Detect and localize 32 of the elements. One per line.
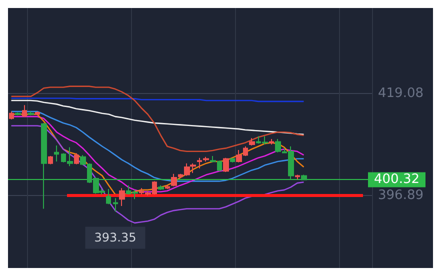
- candlestick: [171, 173, 177, 187]
- candlestick: [106, 188, 111, 205]
- candlestick: [203, 156, 209, 162]
- candlestick: [28, 111, 34, 116]
- candlestick: [48, 155, 53, 165]
- y-tick-label: 396.89: [378, 188, 424, 203]
- candlestick: [249, 138, 255, 146]
- candlestick: [22, 104, 27, 118]
- candlestick: [9, 111, 14, 120]
- y-tick-label: 419.08: [378, 86, 424, 102]
- candlestick: [74, 152, 79, 165]
- candlestick: [165, 184, 170, 190]
- ref-line-label: 400.32: [374, 172, 420, 188]
- candlestick: [295, 174, 300, 180]
- candlestick: [113, 198, 118, 212]
- line-series: [10, 86, 304, 152]
- line-series: [10, 100, 304, 136]
- candlestick: [197, 157, 202, 169]
- candlestick: [54, 144, 59, 162]
- candlestick: [158, 184, 164, 190]
- candlestick: [301, 174, 307, 181]
- candlestick: [15, 112, 21, 116]
- candlestick: [223, 157, 229, 173]
- line-series: [10, 110, 304, 182]
- candlestick: [269, 138, 274, 146]
- candlestick: [230, 157, 235, 163]
- line-series: [10, 125, 304, 224]
- annotation: 393.35: [94, 230, 136, 245]
- candlestick: [190, 162, 196, 174]
- candlestick: [119, 188, 125, 206]
- candlestick: [41, 122, 47, 210]
- candlestick: [35, 111, 40, 116]
